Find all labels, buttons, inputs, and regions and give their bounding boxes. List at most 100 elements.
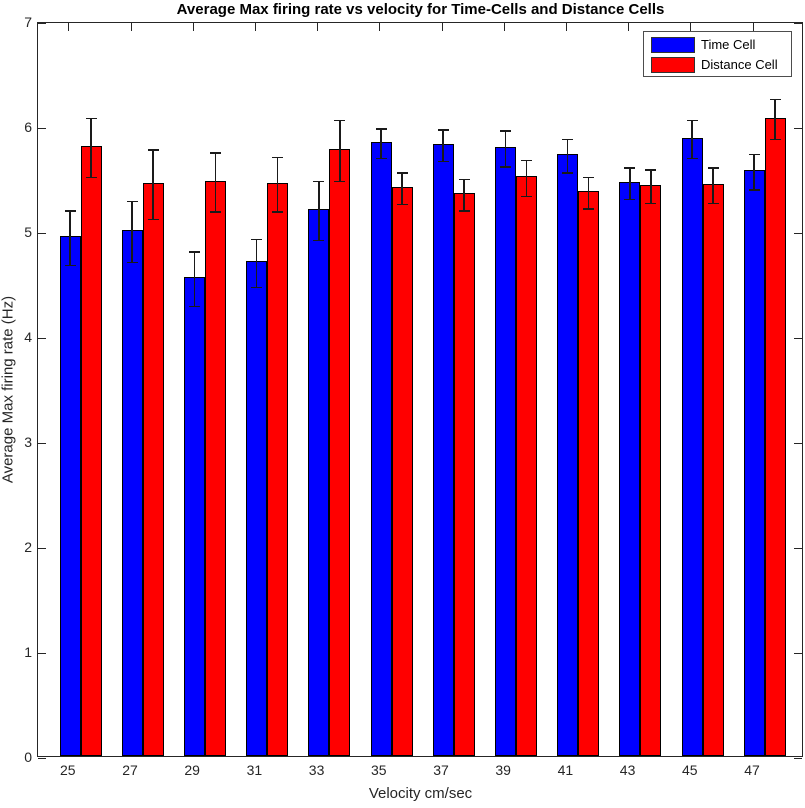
error-bar-cap-bottom [583, 208, 595, 210]
bar-distance-cell-25 [80, 145, 102, 756]
error-bar-cap-bottom [520, 195, 532, 197]
y-tick-mark-right [794, 757, 802, 759]
x-tick-mark-top [565, 23, 567, 31]
error-bar-cap-bottom [748, 189, 760, 191]
x-tick-mark-top [690, 23, 692, 31]
legend-item-distance-cell: Distance Cell [651, 56, 778, 73]
error-bar-cap-top [624, 167, 636, 169]
y-tick-mark-right [794, 442, 802, 444]
error-bar-cap-bottom [375, 157, 387, 160]
error-bar-cap-top [499, 130, 511, 132]
error-bar-cap-top [583, 176, 595, 179]
error-bar-cap-top [645, 169, 657, 171]
bar-time-cell-31 [246, 261, 268, 756]
error-bar-cap-bottom [147, 218, 159, 221]
error-bar-cap-bottom [624, 198, 636, 201]
plot-area [37, 22, 803, 759]
x-tick-label: 45 [682, 762, 698, 778]
y-tick-mark [38, 232, 46, 234]
error-bar-time-cell-41 [566, 139, 569, 174]
y-tick-mark [38, 442, 46, 444]
error-bar-distance-cell-33 [339, 120, 341, 182]
x-tick-mark-top [379, 23, 381, 31]
error-bar-distance-cell-47 [774, 99, 776, 140]
y-tick-label: 4 [24, 329, 32, 345]
error-bar-cap-top [313, 180, 325, 183]
bar-distance-cell-47 [764, 117, 786, 756]
y-tick-mark-right [794, 232, 802, 234]
error-bar-cap-bottom [334, 180, 346, 183]
x-tick-mark-top [317, 23, 319, 31]
y-tick-mark-right [794, 22, 802, 24]
y-tick-mark-right [794, 652, 802, 654]
y-tick-label: 1 [24, 644, 32, 660]
bar-distance-cell-35 [391, 186, 413, 756]
error-bar-time-cell-47 [753, 154, 755, 190]
bar-time-cell-47 [743, 170, 765, 756]
bar-time-cell-39 [494, 147, 516, 756]
y-tick-mark [38, 652, 46, 654]
error-bar-cap-top [458, 178, 470, 181]
bar-distance-cell-31 [267, 182, 289, 756]
error-bar-cap-top [147, 149, 159, 151]
error-bar-time-cell-35 [380, 129, 382, 159]
error-bar-cap-bottom [686, 157, 698, 160]
error-bar-cap-top [64, 210, 76, 212]
error-bar-cap-top [686, 119, 698, 122]
error-bar-distance-cell-31 [276, 157, 279, 212]
chart-title: Average Max firing rate vs velocity for … [176, 1, 665, 18]
error-bar-cap-top [272, 156, 284, 159]
x-tick-mark-top [254, 23, 256, 31]
error-bar-time-cell-31 [255, 239, 258, 288]
x-tick-mark-top [130, 23, 132, 31]
y-tick-label: 0 [24, 749, 32, 765]
error-bar-distance-cell-43 [650, 170, 652, 204]
error-bar-distance-cell-27 [152, 150, 154, 220]
y-tick-mark [38, 337, 46, 339]
legend-label: Time Cell [701, 37, 756, 52]
distance-cell-swatch [651, 56, 695, 73]
error-bar-cap-top [562, 138, 574, 141]
error-bar-time-cell-27 [131, 201, 133, 263]
error-bar-cap-top [748, 153, 760, 155]
error-bar-time-cell-45 [691, 120, 693, 159]
error-bar-cap-bottom [251, 286, 263, 289]
y-tick-mark [38, 127, 46, 129]
time-cell-swatch [651, 36, 695, 53]
bar-time-cell-37 [432, 143, 454, 756]
error-bar-cap-bottom [64, 264, 76, 267]
error-bar-cap-top [396, 172, 408, 174]
error-bar-cap-bottom [396, 203, 408, 206]
error-bar-cap-bottom [458, 210, 470, 212]
bar-time-cell-33 [308, 208, 330, 756]
error-bar-cap-top [188, 251, 200, 253]
y-tick-mark [38, 22, 46, 24]
error-bar-time-cell-39 [504, 131, 507, 167]
x-tick-mark-top [441, 23, 443, 31]
error-bar-cap-bottom [85, 176, 97, 179]
bar-time-cell-25 [59, 236, 81, 756]
y-tick-label: 5 [24, 224, 32, 240]
legend-box: Time Cell Distance Cell [643, 31, 792, 77]
error-bar-cap-bottom [562, 172, 574, 174]
legend-label: Distance Cell [701, 57, 778, 72]
error-bar-distance-cell-29 [214, 153, 217, 212]
error-bar-cap-top [334, 119, 346, 122]
x-tick-label: 35 [371, 762, 387, 778]
x-tick-label: 43 [619, 762, 636, 778]
x-tick-label: 37 [433, 762, 449, 778]
y-tick-label: 2 [24, 539, 32, 555]
bar-distance-cell-45 [702, 183, 724, 756]
error-bar-time-cell-33 [318, 181, 320, 241]
error-bar-distance-cell-35 [401, 173, 403, 205]
x-tick-label: 29 [184, 762, 200, 778]
y-tick-label: 6 [24, 119, 32, 135]
error-bar-cap-bottom [313, 239, 325, 242]
error-bar-cap-top [251, 238, 263, 241]
y-tick-mark-right [794, 127, 802, 129]
x-tick-mark-top [628, 23, 630, 31]
bar-distance-cell-39 [515, 176, 537, 756]
error-bar-time-cell-25 [69, 210, 71, 266]
bar-distance-cell-33 [329, 149, 351, 756]
